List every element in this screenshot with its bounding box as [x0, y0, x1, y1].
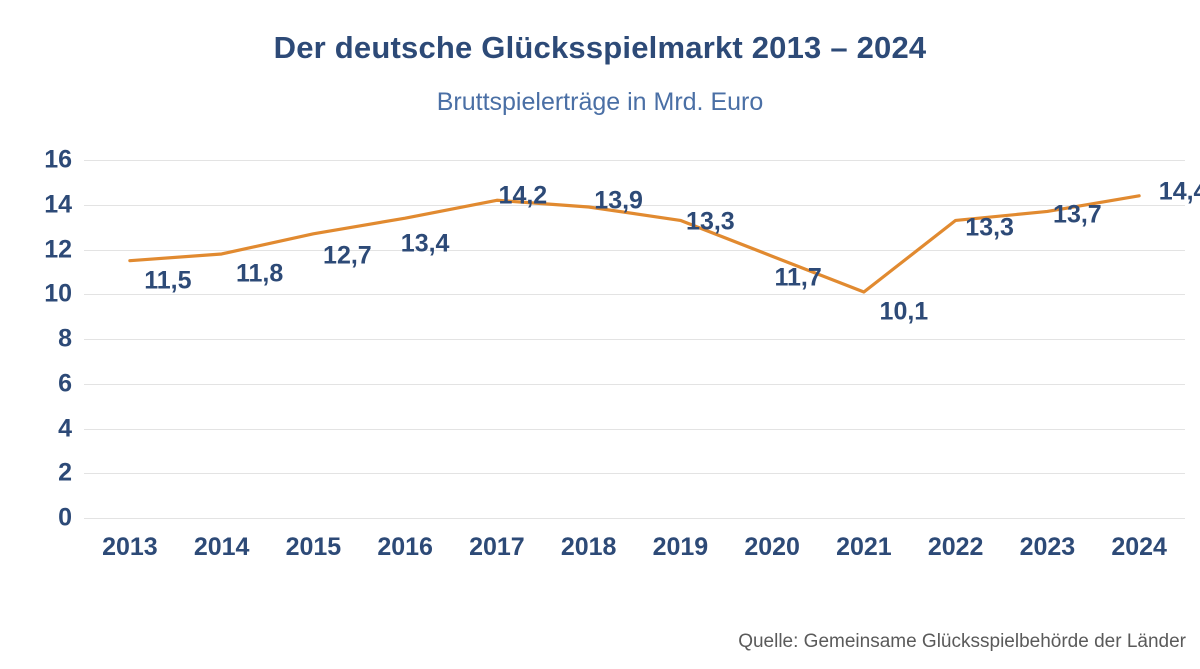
x-axis-tick-label: 2016 — [377, 533, 433, 561]
data-point-label: 14,2 — [498, 181, 548, 210]
x-axis-tick-label: 2022 — [927, 533, 984, 561]
data-point-label: 10,1 — [879, 297, 929, 326]
x-axis-tick-label: 2024 — [1111, 533, 1167, 561]
data-point-label: 11,8 — [235, 259, 284, 288]
gridline — [84, 473, 1185, 475]
data-point-label: 13,9 — [594, 186, 643, 215]
x-axis-tick-label: 2015 — [285, 533, 342, 561]
x-axis-tick-label: 2013 — [102, 533, 158, 561]
gridline — [84, 249, 1185, 251]
data-point-label: 13,3 — [965, 213, 1014, 242]
y-axis-tick-label: 4 — [58, 414, 72, 442]
y-axis-tick-label: 10 — [44, 279, 72, 308]
data-line — [128, 194, 1141, 294]
line-series-svg — [128, 194, 1141, 294]
data-point-label: 13,7 — [1053, 200, 1102, 229]
y-axis-tick-label: 6 — [58, 369, 72, 398]
plot-area: 11,5 11,8 12,7 13,4 14,2 13,9 13,3 11,7 10,1 13,3… — [84, 160, 1200, 519]
data-point-label: 13,4 — [400, 229, 450, 258]
gridline — [84, 160, 1185, 161]
chart-subtitle: Bruttspielerträge in Mrd. Euro — [436, 88, 764, 116]
gridline — [84, 204, 1185, 206]
data-point-label: 11,5 — [144, 266, 192, 295]
gridline — [84, 383, 1185, 385]
gridline — [84, 339, 1185, 340]
data-point-label: 14,4 — [1158, 177, 1200, 206]
data-point-label: 11,7 — [774, 263, 822, 292]
data-point-label: 13,3 — [686, 207, 735, 236]
chart-title: Der deutsche Glücksspielmarkt 2013 – 202… — [273, 30, 927, 65]
x-axis-tick-label: 2020 — [744, 533, 800, 561]
y-axis: 16 14 12 10 8 6 4 2 0 — [6, 147, 72, 530]
x-axis-tick-label: 2023 — [1019, 533, 1076, 561]
x-axis: 2013 2014 2015 2016 2017 2018 2019 2020 2021 2022… — [84, 533, 1185, 574]
x-axis-tick-label: 2019 — [652, 533, 709, 561]
gridline — [84, 428, 1185, 430]
gridline — [84, 518, 1185, 519]
x-axis-tick-label: 2014 — [193, 533, 250, 561]
data-point-label: 12,7 — [323, 241, 372, 270]
y-axis-tick-label: 2 — [58, 458, 72, 487]
y-axis-tick-label: 8 — [58, 324, 72, 353]
x-axis-tick-label: 2018 — [560, 533, 617, 561]
y-axis-tick-label: 14 — [44, 190, 72, 219]
y-axis-tick-label: 0 — [58, 503, 72, 532]
x-axis-tick-label: 2017 — [469, 533, 525, 561]
gridline — [84, 294, 1185, 296]
source-note: Quelle: Gemeinsame Glücksspielbehörde de… — [738, 631, 1186, 652]
x-axis-tick-label: 2021 — [836, 533, 892, 561]
y-axis-tick-label: 16 — [44, 145, 72, 174]
y-axis-tick-label: 12 — [44, 235, 72, 263]
